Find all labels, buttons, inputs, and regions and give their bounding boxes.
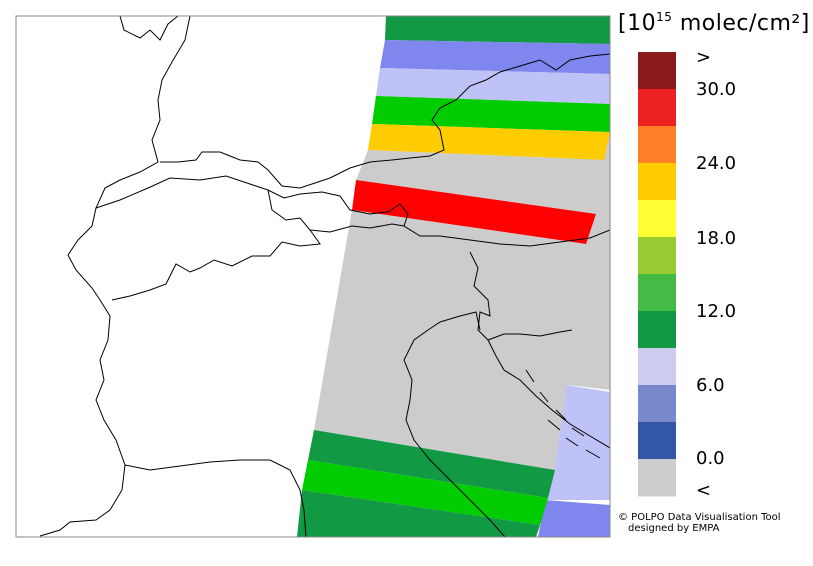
legend-tick-2: 30.0 — [696, 79, 737, 100]
legend-bin-11 — [638, 422, 676, 460]
swath-band-4 — [372, 96, 610, 132]
credit-line-1: © POLPO Data Visualisation Tool — [618, 512, 781, 523]
legend-tick-6: 6.0 — [696, 375, 725, 396]
austria-border — [267, 189, 610, 247]
legend-bin-7 — [638, 274, 676, 312]
france-border — [39, 16, 191, 537]
legend-colorbar — [638, 52, 676, 497]
belgium-border — [119, 16, 179, 41]
swath-band-8 — [314, 210, 586, 470]
legend-bin-1 — [638, 52, 676, 90]
swath-band-9 — [308, 430, 555, 498]
map-frame — [15, 15, 611, 538]
italy-border — [309, 223, 405, 233]
croatia-coast — [487, 339, 610, 449]
credit-line-2: designed by EMPA — [628, 523, 720, 534]
legend-bin-6 — [638, 237, 676, 275]
slovenia-border — [469, 251, 573, 341]
swath-band-3 — [376, 68, 610, 104]
legend-tick-1: > — [696, 47, 712, 68]
italy-coast-east — [403, 359, 506, 537]
legend-unit-label: [1015 molec/cm²] — [618, 10, 810, 36]
italy-coast-north — [403, 311, 481, 361]
satellite-swath — [297, 16, 610, 537]
legend-bin-8 — [638, 311, 676, 349]
swath-band-11 — [297, 490, 540, 537]
legend-tick-4: 18.0 — [696, 228, 737, 249]
legend-bin-12 — [638, 459, 676, 497]
legend-bin-2 — [638, 89, 676, 127]
swath-band-7 — [352, 180, 596, 244]
croatia-islands — [525, 369, 601, 459]
legend-bin-9 — [638, 348, 676, 386]
legend-tick-7: 0.0 — [696, 448, 725, 469]
italy-west — [124, 459, 307, 537]
legend-tick-3: 24.0 — [696, 153, 737, 174]
unit-exponent: 15 — [656, 10, 673, 24]
swath-band-1 — [385, 16, 610, 44]
legend-tick-8: < — [696, 480, 712, 501]
right-swath-blue — [538, 500, 610, 537]
legend-bin-10 — [638, 385, 676, 423]
borders — [39, 16, 610, 537]
legend-bin-4 — [638, 163, 676, 201]
swiss-border — [95, 175, 321, 301]
legend-bin-3 — [638, 126, 676, 164]
swath-band-6 — [356, 150, 604, 214]
unit-prefix: [10 — [618, 11, 657, 36]
legend-tick-5: 12.0 — [696, 301, 737, 322]
unit-suffix: molec/cm²] — [672, 11, 810, 36]
legend-bin-5 — [638, 200, 676, 238]
germany-border — [160, 53, 610, 189]
swath-band-10 — [302, 460, 548, 525]
swath-band-5 — [368, 124, 610, 160]
credit-block: © POLPO Data Visualisation Tool designed… — [618, 512, 781, 534]
swath-band-2 — [380, 40, 610, 74]
